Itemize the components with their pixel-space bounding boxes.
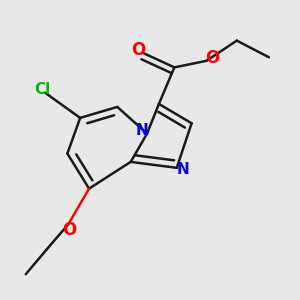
Text: O: O [132,41,146,59]
Text: O: O [205,49,219,67]
Text: Cl: Cl [34,82,50,97]
Text: N: N [177,162,190,177]
Text: O: O [63,221,77,239]
Text: N: N [135,123,148,138]
